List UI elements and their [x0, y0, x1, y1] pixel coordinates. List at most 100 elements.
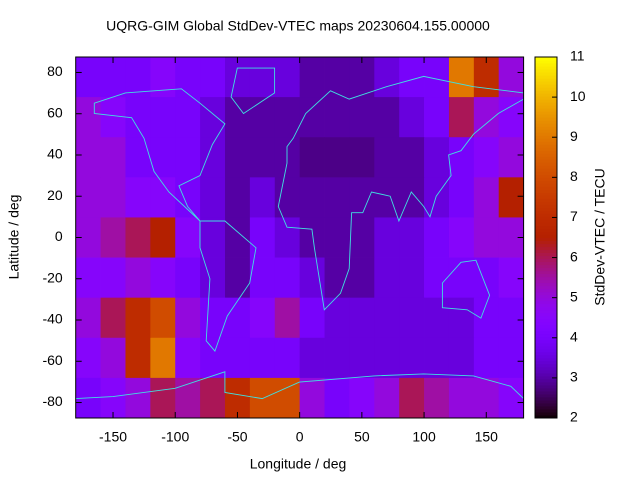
- heatmap-cell: [324, 377, 350, 419]
- colorbar-step: [535, 324, 557, 329]
- colorbar-step: [535, 318, 557, 323]
- colorbar-step: [535, 198, 557, 202]
- colorbar-step: [535, 363, 557, 368]
- colorbar-step: [535, 294, 557, 299]
- heatmap-cell: [274, 177, 301, 218]
- colorbar-step: [535, 90, 557, 94]
- x-axis-label: Longitude / deg: [250, 456, 347, 472]
- colorbar-step: [535, 246, 557, 251]
- colorbar-step: [535, 72, 557, 76]
- colorbar-step: [535, 129, 557, 133]
- colorbar-step: [535, 258, 557, 263]
- heatmap-cell: [225, 57, 251, 98]
- heatmap-cell: [498, 97, 524, 138]
- heatmap-cell: [75, 57, 101, 98]
- colorbar-step: [535, 237, 557, 242]
- heatmap-cell: [249, 177, 276, 218]
- colorbar-step: [535, 120, 557, 124]
- y-tick-label: -20: [42, 269, 62, 285]
- heatmap-cell: [175, 137, 201, 178]
- colorbar-step: [535, 63, 557, 67]
- heatmap-cell: [225, 217, 251, 258]
- heatmap-cell: [100, 257, 126, 299]
- colorbar-step: [535, 369, 557, 374]
- heatmap-cell: [448, 57, 475, 98]
- heatmap-cell: [399, 337, 425, 379]
- heatmap-cell: [200, 337, 226, 379]
- heatmap-cell: [200, 257, 226, 299]
- heatmap-cell: [100, 97, 126, 138]
- heatmap-cell: [75, 337, 101, 379]
- heatmap-cell: [100, 137, 126, 178]
- colorbar-step: [535, 183, 557, 187]
- y-tick-label: 40: [47, 146, 63, 162]
- heatmap-cell: [473, 217, 500, 258]
- heatmap-cell: [100, 57, 126, 98]
- colorbar-step: [535, 87, 557, 91]
- heatmap-cell: [374, 137, 400, 178]
- heatmap-cell: [399, 97, 425, 138]
- heatmap-cell: [448, 337, 475, 379]
- coastline: [93, 88, 226, 222]
- colorbar-step: [535, 210, 557, 214]
- heatmap-cell: [274, 337, 301, 379]
- heatmap-cell: [498, 177, 524, 218]
- heatmap-cell: [399, 257, 425, 299]
- heatmap-cell: [299, 377, 325, 419]
- colorbar-step: [535, 360, 557, 365]
- heatmap-cell: [225, 97, 251, 138]
- heatmap-cell: [324, 297, 350, 339]
- heatmap-cell: [498, 257, 524, 299]
- colorbar-label: StdDev-VTEC / TECU: [592, 168, 608, 305]
- heatmap-cell: [324, 57, 350, 98]
- heatmap-cell: [274, 297, 301, 339]
- coastline: [199, 220, 257, 352]
- heatmap-cell: [100, 337, 126, 379]
- heatmap-cell: [473, 137, 500, 178]
- colorbar-step: [535, 345, 557, 350]
- colorbar-step: [535, 57, 557, 61]
- colorbar-step: [535, 186, 557, 190]
- heatmap-cell: [424, 377, 450, 419]
- colorbar-step: [535, 93, 557, 97]
- heatmap-cell: [175, 97, 201, 138]
- heatmap-cell: [448, 217, 475, 258]
- colorbar-step: [535, 159, 557, 163]
- heatmap-cell: [349, 97, 375, 138]
- y-tick-label: -80: [42, 393, 62, 409]
- heatmap-cell: [374, 97, 400, 138]
- heatmap-cell: [200, 217, 226, 258]
- colorbar-step: [535, 216, 557, 220]
- colorbar-step: [535, 60, 557, 64]
- colorbar-step: [535, 75, 557, 79]
- heatmap-cell: [374, 297, 400, 339]
- colorbar-step: [535, 165, 557, 169]
- colorbar-step: [535, 228, 557, 232]
- x-tick-label: 150: [475, 429, 499, 445]
- colorbar-step: [535, 219, 557, 223]
- colorbar-step: [535, 342, 557, 347]
- heatmap-cell: [424, 337, 450, 379]
- heatmap-cell: [175, 337, 201, 379]
- y-tick-label: 0: [55, 228, 63, 244]
- colorbar-step: [535, 174, 557, 178]
- x-tick-label: -100: [161, 429, 189, 445]
- heatmap-cell: [274, 217, 301, 258]
- colorbar-step: [535, 396, 557, 401]
- heatmap-cell: [150, 217, 176, 258]
- colorbar-step: [535, 297, 557, 302]
- colorbar-step: [535, 261, 557, 266]
- heatmap-cell: [399, 377, 425, 419]
- colorbar-step: [535, 378, 557, 383]
- heatmap-cell: [448, 177, 475, 218]
- heatmap-cell: [225, 297, 251, 339]
- heatmap-cell: [324, 97, 350, 138]
- heatmap-cell: [150, 297, 176, 339]
- heatmap-cell: [249, 217, 276, 258]
- colorbar-step: [535, 252, 557, 257]
- heatmap-cell: [448, 257, 475, 299]
- colorbar-step: [535, 138, 557, 142]
- colorbar-step: [535, 408, 557, 413]
- colorbar-step: [535, 303, 557, 308]
- colorbar-step: [535, 192, 557, 196]
